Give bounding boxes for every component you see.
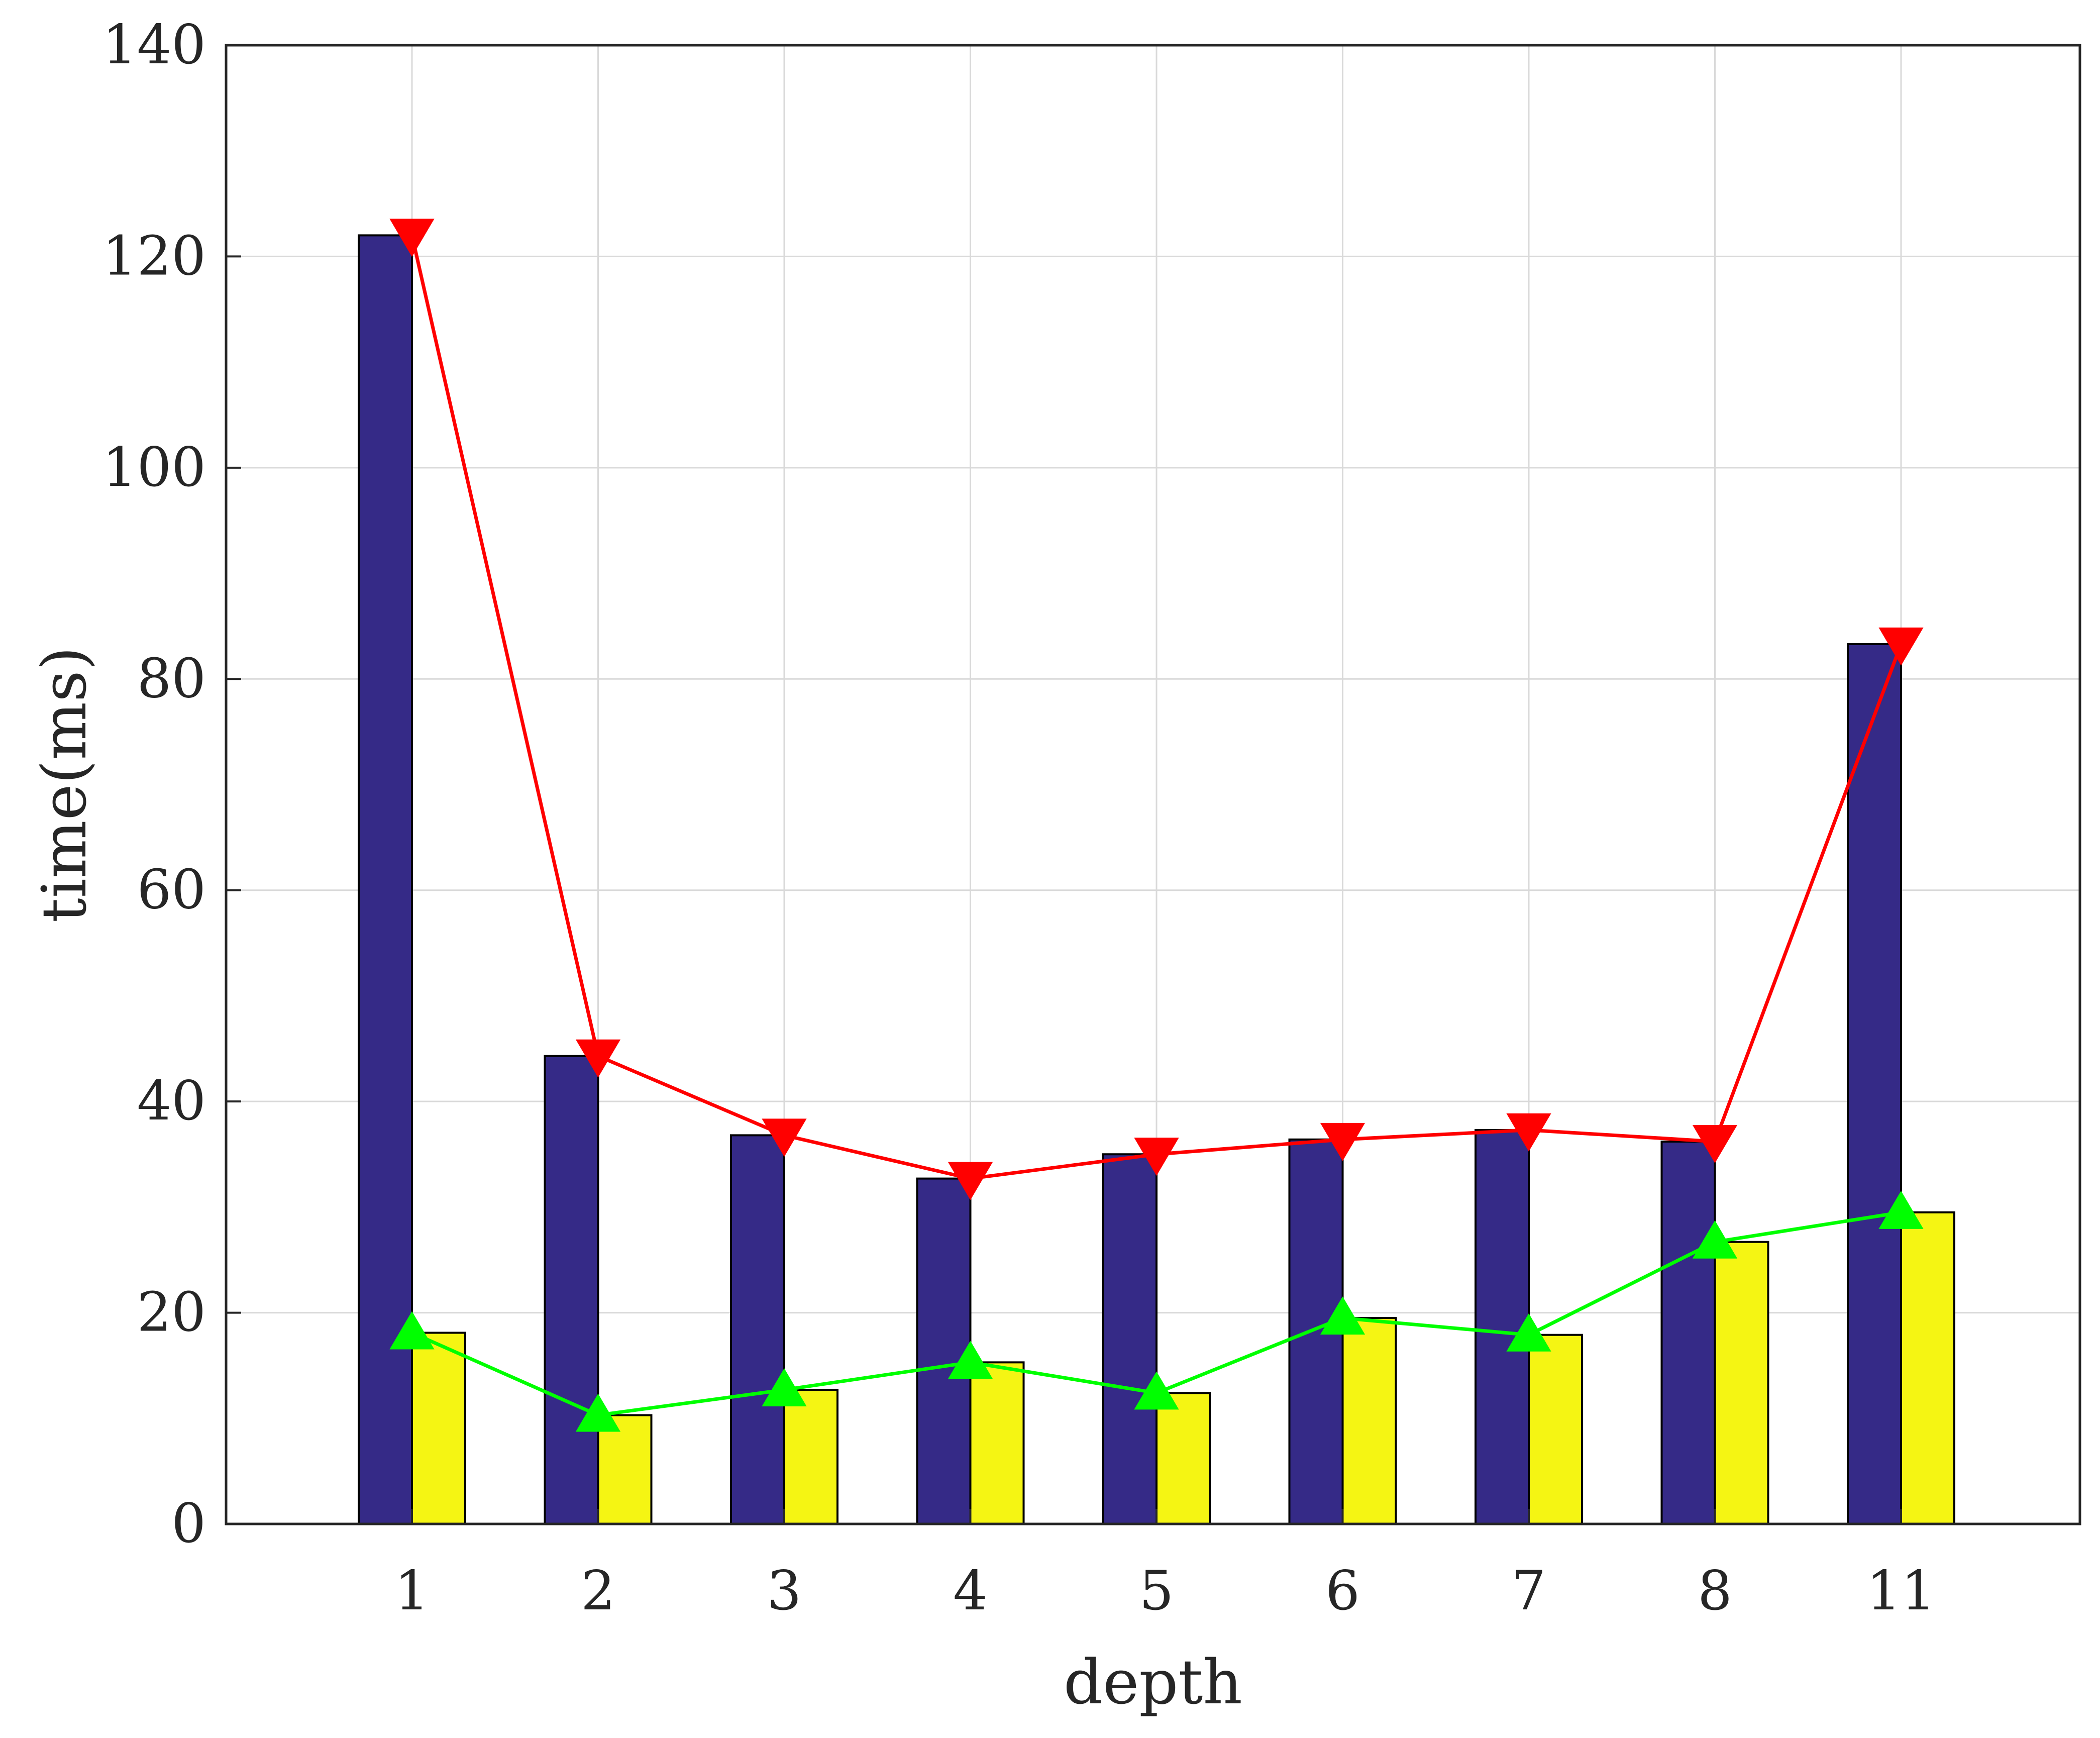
series-1-bars-bar bbox=[1847, 643, 1902, 1525]
series-1-bars-bar bbox=[1660, 1141, 1716, 1525]
series-2-line-marker bbox=[948, 1341, 993, 1379]
series-1-line-marker bbox=[762, 1118, 807, 1157]
series-2-bars-bar bbox=[597, 1414, 653, 1525]
y-tick-label: 140 bbox=[102, 14, 206, 76]
x-tick-label: 2 bbox=[581, 1560, 615, 1622]
series-1-bars-bar bbox=[544, 1055, 599, 1525]
series-2-bars-bar bbox=[1528, 1334, 1583, 1525]
series-markers bbox=[389, 219, 1924, 1432]
x-tick-label: 3 bbox=[767, 1560, 802, 1622]
series-2-bars-bar bbox=[411, 1332, 466, 1525]
series-2-bars-bar bbox=[969, 1361, 1025, 1525]
plot-area-frame bbox=[225, 44, 2081, 1525]
series-1-line-marker bbox=[948, 1162, 993, 1200]
series-1-line-marker bbox=[1692, 1125, 1738, 1163]
y-tick-label: 120 bbox=[102, 225, 206, 287]
series-1-line-marker bbox=[1878, 627, 1924, 666]
y-tick-label: 20 bbox=[137, 1281, 206, 1344]
y-tick-label: 100 bbox=[102, 436, 206, 499]
series-2-line-marker bbox=[1692, 1220, 1738, 1259]
x-tick-label: 7 bbox=[1512, 1560, 1546, 1622]
series-1-bars-bar bbox=[916, 1177, 972, 1525]
y-tick-label: 0 bbox=[171, 1492, 206, 1555]
series-2-line-marker bbox=[389, 1311, 435, 1350]
series-2-line-marker bbox=[762, 1368, 807, 1407]
series-1-line-marker bbox=[1320, 1122, 1366, 1161]
y-tick-label: 80 bbox=[137, 647, 206, 710]
series-2-bars-bar bbox=[783, 1389, 838, 1525]
x-tick-label: 6 bbox=[1325, 1560, 1360, 1622]
series-1-bars-bar bbox=[358, 234, 413, 1525]
series-2-line-marker bbox=[575, 1393, 621, 1432]
x-tick-label: 8 bbox=[1698, 1560, 1732, 1622]
x-axis-label: depth bbox=[1064, 1647, 1242, 1718]
series-2-line-marker bbox=[1506, 1313, 1551, 1352]
x-tick-label: 1 bbox=[395, 1560, 430, 1622]
x-tick-label: 4 bbox=[953, 1560, 988, 1622]
series-2-bars-bar bbox=[1156, 1392, 1211, 1525]
series-1-line-marker bbox=[575, 1039, 621, 1078]
series-2-bars-bar bbox=[1900, 1211, 1955, 1525]
series-1-line-marker bbox=[1134, 1138, 1179, 1176]
y-axis-label: time(ms) bbox=[29, 647, 100, 923]
y-tick-label: 60 bbox=[137, 859, 206, 922]
y-axis-ticks: 0 20 40 60 80 100 120 140 bbox=[102, 14, 241, 1555]
series-1-line-marker bbox=[389, 219, 435, 257]
y-tick-label: 40 bbox=[137, 1070, 206, 1133]
series-2-line-marker bbox=[1134, 1371, 1179, 1410]
bars bbox=[358, 234, 1955, 1525]
x-tick-label: 11 bbox=[1866, 1560, 1935, 1622]
series-2-line-marker bbox=[1878, 1191, 1924, 1229]
series-2-line-marker bbox=[1320, 1296, 1366, 1335]
series-2-bars-bar bbox=[1714, 1241, 1769, 1525]
series-1-bars-bar bbox=[730, 1134, 785, 1525]
series-1-line-marker bbox=[1506, 1113, 1551, 1152]
x-axis-ticks: 1 2 3 4 5 6 7 8 11 bbox=[395, 1509, 1936, 1622]
series-1-bars-bar bbox=[1102, 1153, 1158, 1525]
series-2-bars-bar bbox=[1341, 1317, 1397, 1525]
x-tick-label: 5 bbox=[1139, 1560, 1174, 1622]
